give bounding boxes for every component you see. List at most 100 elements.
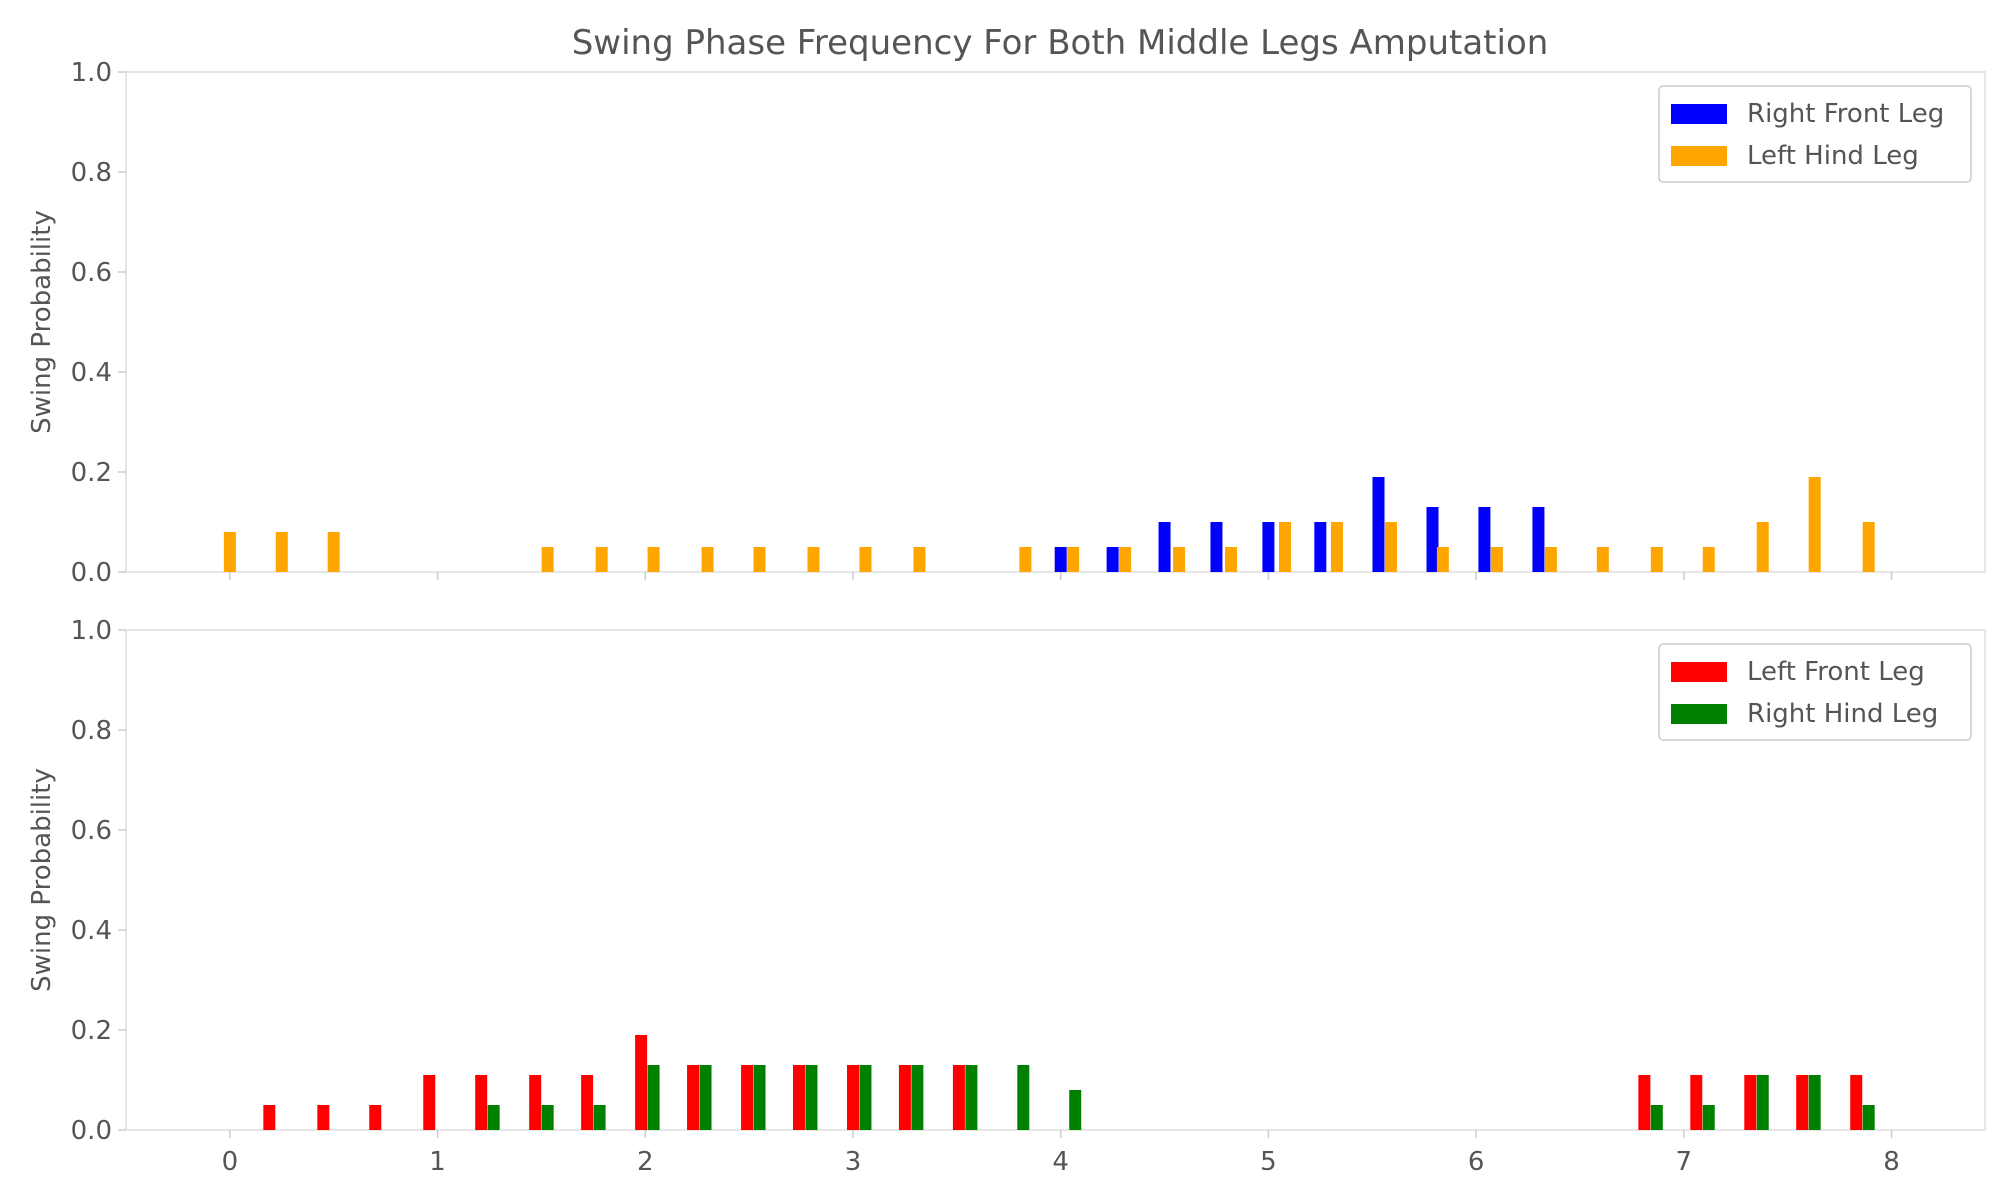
bar xyxy=(859,547,872,572)
bar xyxy=(1532,507,1545,572)
bar xyxy=(805,1065,818,1130)
bar xyxy=(792,1065,805,1130)
subplot-2: 0.0 0.2 0.4 0.6 0.8 1.0 Swing Probability 0 1 2 3 4… xyxy=(27,616,1986,1177)
bar xyxy=(1384,522,1397,572)
bar xyxy=(1279,522,1292,572)
bar xyxy=(807,547,820,572)
bar xyxy=(1690,1075,1703,1130)
bar xyxy=(635,1035,648,1130)
x-tick-label: 0 xyxy=(222,1147,239,1177)
x-tick-label: 5 xyxy=(1260,1147,1277,1177)
legend-label: Right Front Leg xyxy=(1747,99,1944,129)
y-tick-label: 0.6 xyxy=(71,258,112,288)
bar xyxy=(369,1105,382,1130)
bar xyxy=(1119,547,1132,572)
bar xyxy=(859,1065,872,1130)
bar xyxy=(1017,1065,1030,1130)
bar xyxy=(965,1065,978,1130)
bar xyxy=(263,1105,276,1130)
legend-box xyxy=(1658,643,1972,741)
plot-frame xyxy=(125,629,1986,1131)
bar xyxy=(701,547,714,572)
bar xyxy=(1314,522,1327,572)
y-tick-label: 1.0 xyxy=(71,616,112,646)
legend-swatch xyxy=(1671,104,1727,124)
y-tick-label: 0.2 xyxy=(71,1016,112,1046)
bar xyxy=(1650,547,1663,572)
legend-box xyxy=(1658,85,1972,183)
bar xyxy=(687,1065,700,1130)
x-tick-label: 2 xyxy=(637,1147,654,1177)
bar xyxy=(581,1075,594,1130)
bar xyxy=(223,532,236,572)
bar xyxy=(1702,547,1715,572)
bar xyxy=(1106,547,1119,572)
bar xyxy=(1478,507,1491,572)
x-tick-label: 4 xyxy=(1052,1147,1069,1177)
x-tick-label: 1 xyxy=(429,1147,446,1177)
y-tick-label: 0.2 xyxy=(71,458,112,488)
y-tick-label: 0.8 xyxy=(71,716,112,746)
bar xyxy=(1173,547,1186,572)
bar xyxy=(1069,1090,1082,1130)
bar xyxy=(475,1075,488,1130)
subplot-1: 0.0 0.2 0.4 0.6 0.8 1.0 Swing Probability Right… xyxy=(27,58,1986,588)
series-right-hind-leg xyxy=(487,1065,1875,1130)
x-tick-label: 7 xyxy=(1676,1147,1693,1177)
bar xyxy=(1702,1105,1715,1130)
bar xyxy=(1225,547,1238,572)
bar xyxy=(1067,547,1080,572)
legend: Left Front Leg Right Hind Leg xyxy=(1658,643,1972,741)
bar xyxy=(1756,522,1769,572)
legend-swatch xyxy=(1671,662,1727,682)
bar xyxy=(913,547,926,572)
bar xyxy=(1210,522,1223,572)
bar xyxy=(529,1075,542,1130)
bar xyxy=(1796,1075,1809,1130)
bar xyxy=(1744,1075,1757,1130)
series-left-hind-leg xyxy=(223,477,1875,572)
bar xyxy=(1544,547,1557,572)
y-tick-label: 1.0 xyxy=(71,58,112,88)
bar xyxy=(952,1065,965,1130)
series-right-front-leg xyxy=(1054,477,1545,572)
y-axis-label: Swing Probability xyxy=(27,768,57,992)
bar xyxy=(647,1065,660,1130)
bar xyxy=(1650,1105,1663,1130)
bar xyxy=(1490,547,1503,572)
bar xyxy=(1158,522,1171,572)
bar xyxy=(541,547,554,572)
bar xyxy=(846,1065,859,1130)
bar xyxy=(1054,547,1067,572)
bar xyxy=(593,1105,606,1130)
bar xyxy=(898,1065,911,1130)
y-tick-label: 0.0 xyxy=(71,558,112,588)
chart-title: Swing Phase Frequency For Both Middle Le… xyxy=(572,23,1549,63)
legend-swatch xyxy=(1671,146,1727,166)
x-tick-label: 8 xyxy=(1883,1147,1900,1177)
y-tick-label: 0.8 xyxy=(71,158,112,188)
legend-label: Left Hind Leg xyxy=(1747,141,1919,171)
y-axis-label: Swing Probability xyxy=(27,210,57,434)
bar xyxy=(423,1075,436,1130)
bar xyxy=(753,547,766,572)
bar xyxy=(1019,547,1032,572)
bar xyxy=(595,547,608,572)
y-tick-label: 0.0 xyxy=(71,1116,112,1146)
legend: Right Front Leg Left Hind Leg xyxy=(1658,85,1972,183)
bar xyxy=(487,1105,500,1130)
y-tick-label: 0.4 xyxy=(71,358,112,388)
bar xyxy=(1638,1075,1651,1130)
bar xyxy=(327,532,340,572)
bar xyxy=(699,1065,712,1130)
bar xyxy=(647,547,660,572)
bar xyxy=(541,1105,554,1130)
bar xyxy=(1862,1105,1875,1130)
legend-label: Right Hind Leg xyxy=(1747,699,1938,729)
bar xyxy=(753,1065,766,1130)
x-tick-label: 3 xyxy=(845,1147,862,1177)
bar xyxy=(1426,507,1439,572)
series-left-front-leg xyxy=(263,1035,1863,1130)
